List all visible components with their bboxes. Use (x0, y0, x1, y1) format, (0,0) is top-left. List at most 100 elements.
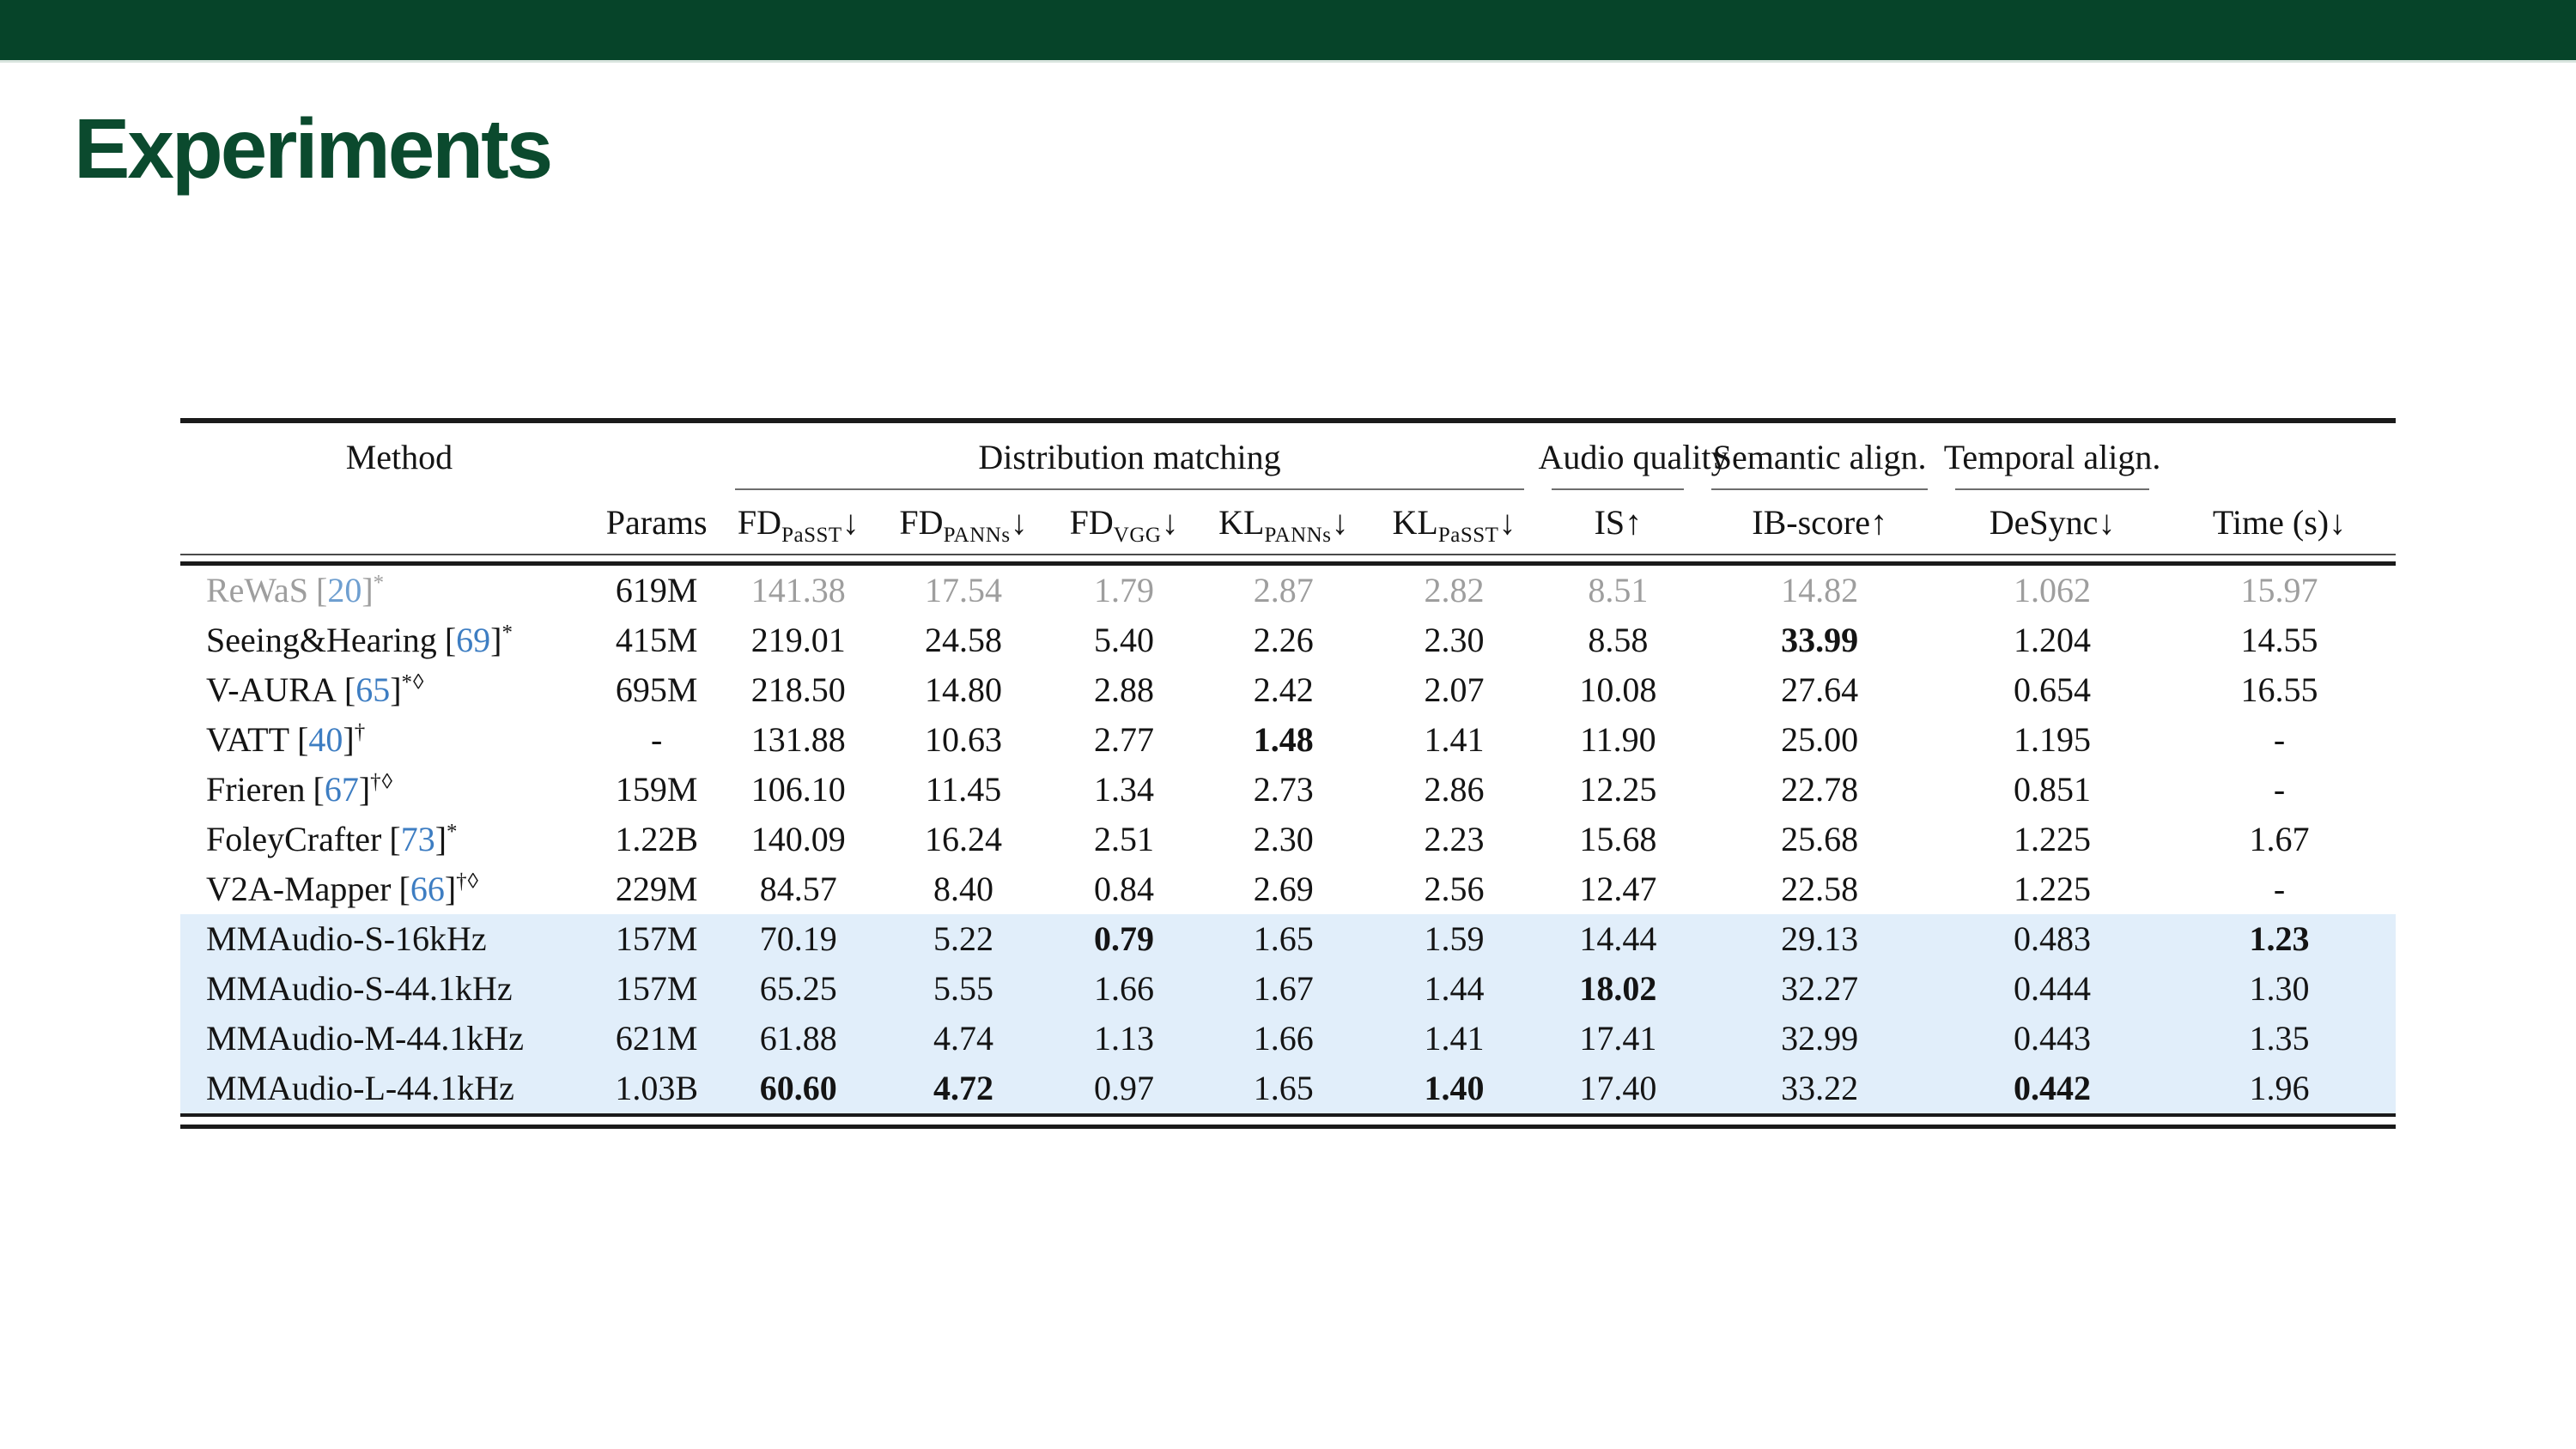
cell-time: 1.35 (2163, 1014, 2396, 1064)
cell-kl-panns: 1.66 (1197, 1014, 1370, 1064)
cell-kl-panns: 2.42 (1253, 670, 1314, 709)
table-row: ReWaS [20]* 619M 141.38 17.54 1.79 2.87 2… (180, 566, 2396, 615)
cell-kl-panns: 1.67 (1197, 964, 1370, 1014)
cell-method: ReWaS [20]* (180, 566, 592, 615)
down-arrow-icon: ↓ (2329, 503, 2347, 542)
method-name: Frieren (206, 770, 306, 809)
cell-kl-panns: 2.87 (1253, 571, 1314, 609)
cell-kl-passt: 1.40 (1370, 1064, 1539, 1113)
cell-kl-passt: 2.30 (1424, 621, 1485, 659)
cell-fd-passt: 84.57 (759, 870, 837, 908)
citation: [66] (398, 870, 457, 908)
cell-is: 12.47 (1579, 870, 1657, 908)
down-arrow-icon: ↓ (1498, 503, 1516, 542)
group-header-semantic-align: Semantic align. (1698, 423, 1941, 492)
header-double-rule (180, 554, 2396, 566)
method-name: MMAudio-L-44.1kHz (206, 1069, 514, 1107)
group-header-audio-quality: Audio quality (1538, 423, 1728, 492)
citation-number: 66 (410, 870, 445, 908)
cell-desync: 1.204 (2014, 621, 2092, 659)
cell-ib-score: 33.99 (1781, 621, 1859, 659)
cell-kl-panns: 1.65 (1197, 914, 1370, 964)
cell-fd-panns: 5.55 (876, 964, 1051, 1014)
cell-time: 1.96 (2163, 1064, 2396, 1113)
cell-params: 1.22B (615, 820, 699, 858)
cell-ib-score: 27.64 (1781, 670, 1859, 709)
cell-kl-passt: 2.82 (1424, 571, 1485, 609)
method-name: MMAudio-M-44.1kHz (206, 1019, 524, 1058)
cell-ib-score: 33.22 (1698, 1064, 1942, 1113)
citation: [40] (297, 720, 355, 759)
cell-fd-vgg: 0.97 (1050, 1064, 1198, 1113)
cell-is: 8.51 (1588, 571, 1649, 609)
cell-is: 14.44 (1538, 914, 1698, 964)
cell-method: Seeing&Hearing [69]* (180, 615, 592, 665)
method-superscript: * (447, 820, 459, 844)
table-row: V-AURA [65]*◊ 695M 218.50 14.80 2.88 2.42… (180, 665, 2396, 715)
cell-desync: 1.225 (2014, 870, 2092, 908)
cell-ib-score: 25.68 (1781, 820, 1859, 858)
table-row: V2A-Mapper [66]†◊ 229M 84.57 8.40 0.84 2.… (180, 864, 2396, 914)
group-header-row: Method Distribution matching Audio quali… (180, 423, 2396, 492)
col-header-params: Params (605, 503, 708, 542)
cell-kl-passt: 1.41 (1370, 1014, 1539, 1064)
cell-time: 15.97 (2240, 571, 2318, 609)
cell-fd-vgg: 0.79 (1050, 914, 1198, 964)
cell-method: MMAudio-S-16kHz (180, 914, 592, 964)
col-header-kl-passt: KLPaSST↓ (1392, 503, 1516, 547)
col-header-fd-vgg: FDVGG↓ (1069, 503, 1179, 547)
cell-method: MMAudio-L-44.1kHz (180, 1064, 592, 1113)
cell-params: 695M (615, 670, 698, 709)
col-header-method: Method (345, 438, 453, 476)
table-row: Frieren [67]†◊ 159M 106.10 11.45 1.34 2.7… (180, 765, 2396, 815)
method-superscript: *◊ (401, 670, 425, 694)
cell-kl-passt: 1.44 (1370, 964, 1539, 1014)
cell-kl-passt: 2.86 (1424, 770, 1485, 809)
group-header-spacer (592, 423, 721, 492)
cell-ib-score: 14.82 (1781, 571, 1859, 609)
cell-is: 8.58 (1588, 621, 1649, 659)
table-row: FoleyCrafter [73]* 1.22B 140.09 16.24 2.5… (180, 815, 2396, 864)
citation: [69] (444, 621, 502, 659)
col-header-kl-panns: KLPANNs↓ (1218, 503, 1349, 547)
col-header-is: IS↑ (1594, 503, 1643, 542)
citation-number: 65 (355, 670, 391, 709)
cell-time: - (2273, 770, 2286, 809)
citation: [67] (313, 770, 371, 809)
slide-title: Experiments (74, 101, 553, 196)
cell-kl-panns: 2.73 (1253, 770, 1314, 809)
cell-fd-panns: 11.45 (925, 770, 1002, 809)
method-name: V-AURA (206, 670, 337, 709)
table-row-highlighted: MMAudio-S-16kHz 157M 70.19 5.22 0.79 1.6… (180, 914, 2396, 964)
method-name: MMAudio-S-44.1kHz (206, 969, 513, 1008)
method-name: VATT (206, 720, 290, 759)
citation-number: 20 (327, 571, 362, 609)
results-table-container: Method Distribution matching Audio quali… (180, 418, 2396, 1129)
table-row: VATT [40]† - 131.88 10.63 2.77 1.48 1.41 … (180, 715, 2396, 765)
cell-fd-panns: 4.74 (876, 1014, 1051, 1064)
method-superscript: †◊ (370, 770, 394, 794)
down-arrow-icon: ↓ (2098, 503, 2116, 542)
col-header-ib-score: IB-score↑ (1752, 503, 1887, 542)
cell-time: 1.67 (2249, 820, 2310, 858)
cell-desync: 1.225 (2014, 820, 2092, 858)
method-name: FoleyCrafter (206, 820, 382, 858)
cell-kl-passt: 1.59 (1370, 914, 1539, 964)
group-header-temporal-align: Temporal align. (1941, 423, 2163, 492)
cell-fd-passt: 70.19 (720, 914, 877, 964)
cell-fd-panns: 4.72 (876, 1064, 1051, 1113)
cell-time: 1.30 (2163, 964, 2396, 1014)
cell-method: V-AURA [65]*◊ (180, 665, 592, 715)
cell-fd-panns: 16.24 (925, 820, 1002, 858)
cell-fd-passt: 106.10 (750, 770, 846, 809)
down-arrow-icon: ↓ (1331, 503, 1349, 542)
cell-is: 10.08 (1579, 670, 1657, 709)
table-row-highlighted: MMAudio-L-44.1kHz 1.03B 60.60 4.72 0.97 … (180, 1064, 2396, 1113)
table-top-rule (180, 418, 2396, 423)
cell-fd-passt: 61.88 (720, 1014, 877, 1064)
table-row-highlighted: MMAudio-M-44.1kHz 621M 61.88 4.74 1.13 1… (180, 1014, 2396, 1064)
cell-kl-passt: 2.07 (1424, 670, 1485, 709)
col-header-fd-panns: FDPANNs↓ (899, 503, 1028, 547)
cell-time: 14.55 (2240, 621, 2318, 659)
